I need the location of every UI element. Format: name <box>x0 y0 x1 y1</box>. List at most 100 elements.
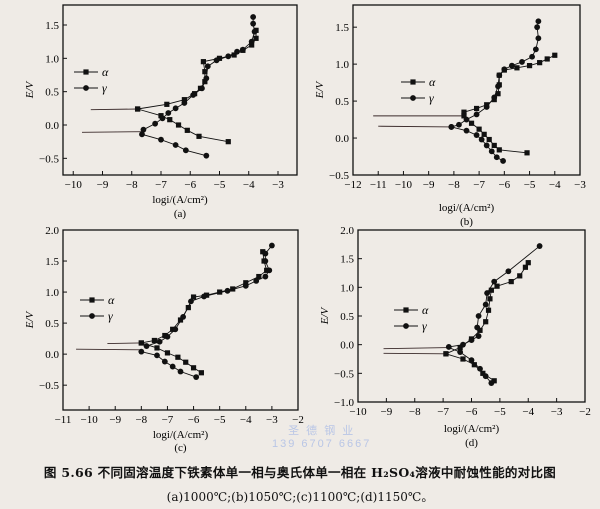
data-point-circle <box>181 100 188 106</box>
legend-entry-gamma: γ <box>394 319 427 333</box>
data-point-circle <box>491 278 498 285</box>
data-point-square <box>494 283 500 289</box>
data-point-square <box>200 59 206 65</box>
data-point-square <box>525 260 531 266</box>
data-point-square <box>481 131 487 137</box>
data-point-circle <box>500 158 506 164</box>
data-point-square <box>514 65 520 71</box>
series-gamma <box>378 18 542 164</box>
data-point-square <box>181 97 187 103</box>
data-point-circle <box>505 268 512 275</box>
data-point-circle <box>493 154 500 161</box>
x-tick-label: −8 <box>135 414 147 426</box>
x-tick-label: −12 <box>344 179 361 191</box>
data-point-circle <box>460 341 466 348</box>
data-point-square <box>473 105 480 112</box>
data-point-square <box>403 307 409 313</box>
x-tick-label: −8 <box>409 406 421 418</box>
x-tick-label: −10 <box>349 406 367 418</box>
x-tick-label: −9 <box>381 406 393 418</box>
data-point-square <box>461 113 467 119</box>
x-tick-label: −9 <box>423 179 435 191</box>
y-tick-label: 1.5 <box>335 22 349 34</box>
data-point-square <box>491 378 497 384</box>
plot-frame <box>357 229 586 403</box>
y-tick-label: 0.0 <box>45 120 59 132</box>
data-point-circle <box>262 258 269 264</box>
x-tick-label: −8 <box>448 179 460 191</box>
data-point-square <box>488 287 494 293</box>
x-tick-label: −9 <box>97 179 109 191</box>
data-point-circle <box>463 127 470 134</box>
x-tick-label: −6 <box>466 406 478 418</box>
y-tick-label: 0.5 <box>45 87 59 99</box>
data-point-circle <box>410 95 416 101</box>
data-point-circle <box>495 83 501 90</box>
legend-entry-alpha: α <box>74 65 109 79</box>
data-point-square <box>480 370 486 376</box>
data-point-square <box>167 117 173 123</box>
curve-tail <box>90 108 138 111</box>
data-point-square <box>196 133 202 139</box>
x-tick-label: −7 <box>155 179 167 191</box>
y-axis-label: E/V <box>314 80 326 99</box>
y-axis-label: E/V <box>319 306 331 325</box>
x-tick-label: −10 <box>81 414 99 426</box>
data-point-circle <box>266 267 273 274</box>
curve-tail <box>107 342 142 345</box>
data-point-square <box>486 136 492 143</box>
data-point-square <box>190 365 197 371</box>
data-point-square <box>468 120 475 126</box>
data-point-square <box>154 345 160 351</box>
x-tick-label: −10 <box>65 179 83 191</box>
series-gamma <box>383 243 543 386</box>
curve-anodic-branch <box>143 17 256 131</box>
curve-anodic-branch <box>146 245 273 347</box>
data-point-circle <box>262 273 269 280</box>
x-tick-label: −7 <box>162 414 174 426</box>
panel-label: (d) <box>465 437 478 449</box>
data-point-circle <box>251 28 258 35</box>
x-tick-label: −7 <box>437 406 449 418</box>
x-tick-label: −3 <box>551 406 563 418</box>
legend-label: α <box>429 75 436 89</box>
x-tick-label: −4 <box>549 179 561 191</box>
data-point-square <box>253 35 259 41</box>
legend-entry-alpha: α <box>80 293 115 307</box>
y-tick-label: 1.5 <box>45 256 59 268</box>
data-point-square <box>185 304 191 311</box>
data-point-circle <box>482 373 489 380</box>
data-point-square <box>457 344 463 351</box>
y-tick-label: 1.0 <box>45 287 59 299</box>
series-alpha <box>373 52 558 156</box>
data-point-circle <box>89 313 95 319</box>
data-point-circle <box>534 24 541 31</box>
y-tick-label: −0.5 <box>334 368 354 380</box>
chart-panel-a: −10 −9 −8 −7 −6 −5 −4 −3 −0.5 0.0 0.5 1.0 1.5 logi/(A… <box>24 4 298 220</box>
x-tick-label: −5 <box>214 179 226 191</box>
data-point-circle <box>519 59 525 65</box>
curve-anodic-branch <box>137 30 257 110</box>
x-tick-label: −2 <box>292 414 304 426</box>
x-axis-label: logi/(A/cm²) <box>152 194 208 206</box>
data-point-square <box>164 350 171 356</box>
data-point-square <box>443 351 449 357</box>
data-point-square <box>461 109 467 115</box>
y-tick-label: 2.0 <box>45 225 59 237</box>
y-tick-label: 0.5 <box>340 311 354 323</box>
data-point-circle <box>201 293 207 300</box>
data-point-circle <box>468 337 475 343</box>
data-point-circle <box>457 349 464 356</box>
data-point-square <box>138 340 144 346</box>
data-point-circle <box>239 46 246 53</box>
series-alpha <box>90 27 259 145</box>
data-point-circle <box>154 352 160 359</box>
data-point-circle <box>156 338 163 345</box>
data-point-square <box>537 60 543 66</box>
x-tick-label: −5 <box>524 179 536 191</box>
data-point-square <box>175 354 181 360</box>
data-point-square <box>552 52 558 58</box>
x-axis-label: logi/(A/cm²) <box>439 202 495 214</box>
data-point-circle <box>491 94 498 101</box>
data-point-circle <box>268 242 275 249</box>
